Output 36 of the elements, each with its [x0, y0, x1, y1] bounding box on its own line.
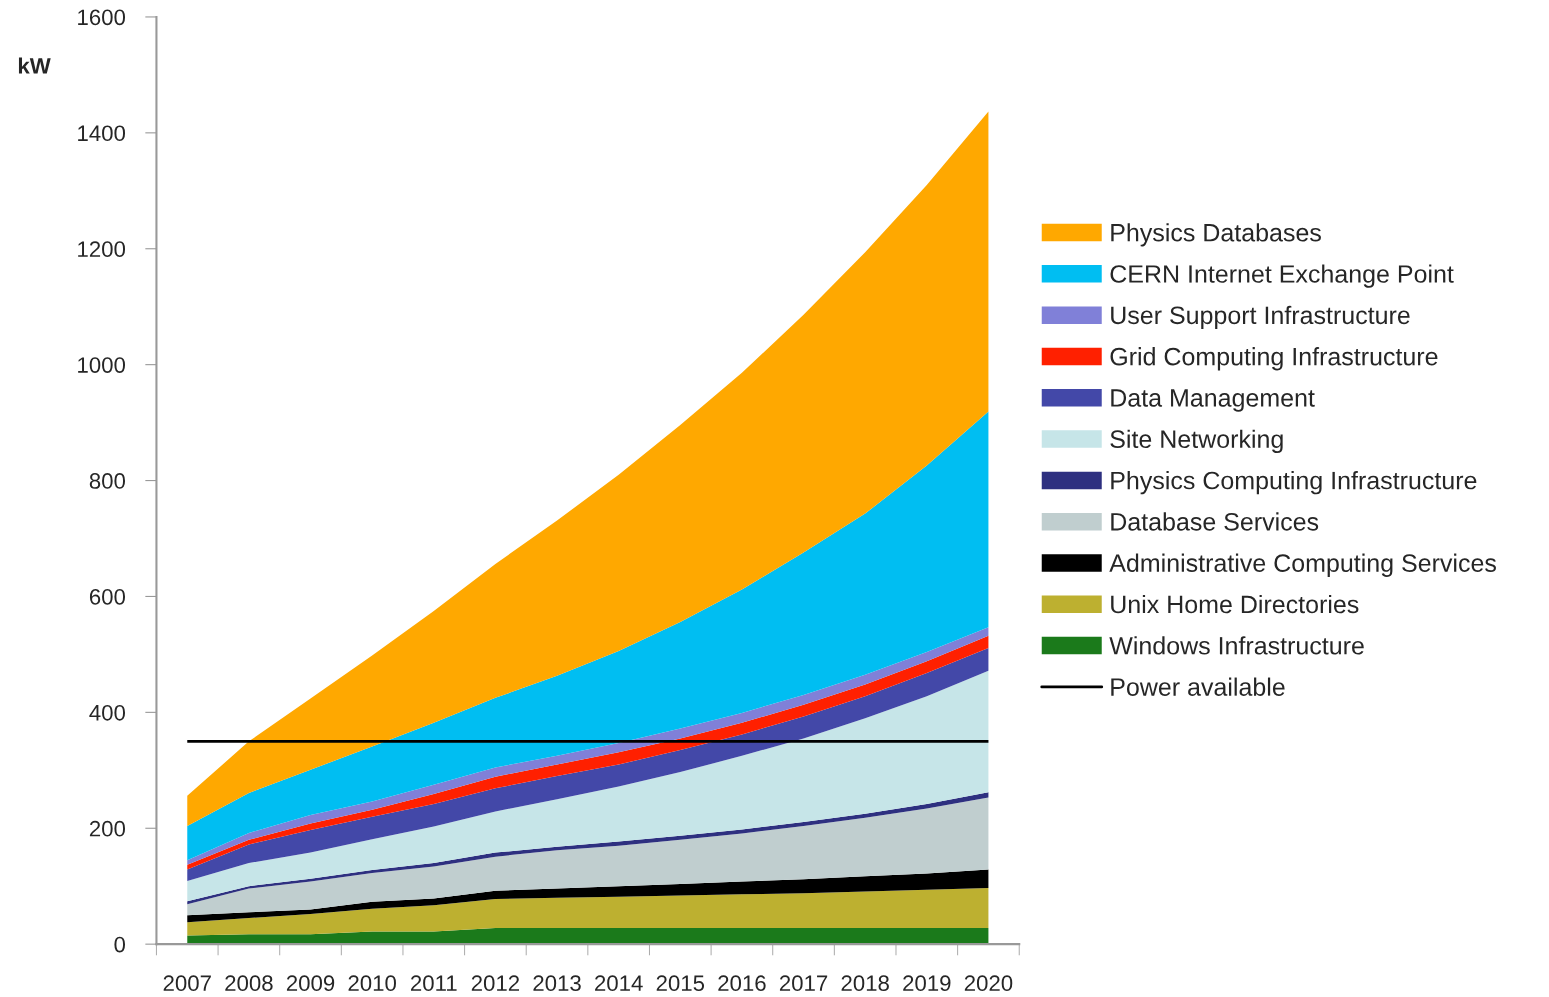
x-tick-label: 2020 — [964, 975, 1013, 992]
y-axis-title: kW — [18, 57, 51, 74]
y-tick-label: 600 — [89, 588, 126, 605]
y-tick-label: 1200 — [78, 241, 126, 258]
x-tick-label: 2012 — [471, 975, 520, 992]
y-tick-label: 0 — [114, 936, 126, 953]
x-tick-label: 2011 — [411, 975, 457, 992]
legend-label: Data Management — [1111, 389, 1315, 412]
legend-label: Administrative Computing Services — [1109, 553, 1496, 577]
legend-label: Windows Infrastructure — [1109, 636, 1364, 655]
legend-label: User Support Infrastructure — [1111, 305, 1410, 330]
x-tick-label: 2017 — [779, 975, 828, 992]
y-tick-label: 800 — [89, 473, 126, 489]
y-tick-label: 1000 — [78, 357, 126, 373]
y-tick-label: 1400 — [78, 125, 126, 142]
y-tick-label: 400 — [89, 704, 126, 721]
x-tick-label: 2016 — [718, 975, 766, 992]
legend-label: Physics Databases — [1111, 223, 1321, 247]
x-tick-label: 2019 — [903, 975, 951, 992]
x-tick-label: 2018 — [841, 975, 889, 992]
legend-label: Unix Home Directories — [1111, 594, 1359, 614]
y-tick-label: 200 — [89, 820, 126, 837]
legend-label: Physics Computing Infrastructure — [1111, 471, 1477, 495]
x-tick-label: 2007 — [163, 975, 211, 992]
legend-label: Site Networking — [1110, 429, 1283, 454]
y-tick-label: 1600 — [78, 9, 126, 26]
x-tick-label: 2010 — [348, 975, 396, 992]
x-tick-label: 2014 — [595, 975, 643, 992]
legend-label: Database Services — [1111, 512, 1319, 531]
x-tick-label: 2013 — [533, 975, 581, 992]
legend-label: CERN Internet Exchange Point — [1110, 264, 1454, 288]
legend-label: Power available — [1111, 677, 1285, 696]
x-tick-label: 2008 — [225, 975, 273, 992]
x-tick-label: 2015 — [656, 975, 705, 992]
x-tick-label: 2009 — [286, 975, 335, 992]
legend-label: Grid Computing Infrastructure — [1110, 347, 1438, 371]
